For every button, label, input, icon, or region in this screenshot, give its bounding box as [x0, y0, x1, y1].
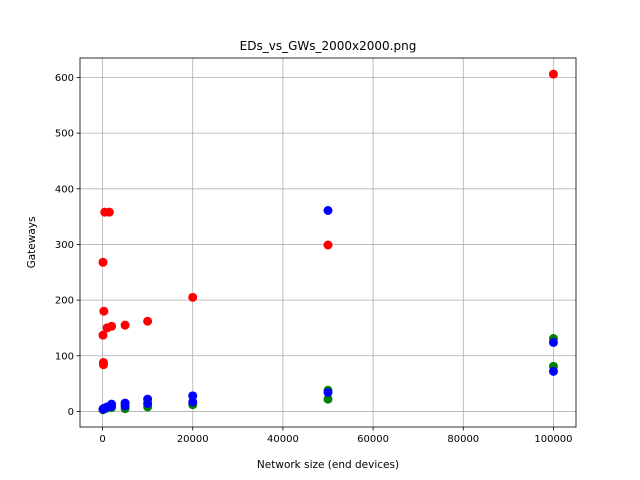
data-point-series-1	[143, 316, 153, 326]
y-axis-label: Gateways	[26, 217, 38, 269]
y-tick-label: 300	[55, 240, 74, 251]
data-point-series-1	[104, 207, 114, 217]
data-point-series-3	[143, 394, 153, 404]
x-tick-label: 0	[99, 434, 105, 445]
data-points	[98, 69, 558, 415]
data-point-series-3	[323, 387, 333, 397]
data-point-series-3	[120, 398, 130, 408]
data-point-series-1	[107, 321, 117, 331]
data-point-series-2	[323, 394, 333, 404]
y-tick-label: 100	[55, 351, 74, 362]
plot-frame	[79, 57, 577, 428]
y-tick-label: 500	[55, 129, 74, 140]
data-point-series-3	[107, 399, 117, 409]
data-point-series-1	[548, 69, 558, 79]
data-point-series-1	[120, 320, 130, 330]
y-tick-label: 200	[55, 296, 74, 307]
x-axis-label: Network size (end devices)	[257, 459, 399, 471]
x-tick-label: 100000	[534, 434, 572, 445]
y-axis-ticks: 0 100 200 300 400 500 600	[55, 73, 80, 418]
data-point-series-3	[548, 337, 558, 347]
y-tick-label: 0	[68, 407, 74, 418]
x-tick-label: 40000	[267, 434, 299, 445]
data-point-series-1	[99, 306, 109, 316]
data-point-series-1	[188, 292, 198, 302]
data-point-series-3	[548, 366, 558, 376]
x-axis-ticks: 0 20000 40000 60000 80000 100000	[99, 427, 573, 445]
y-tick-label: 600	[55, 73, 74, 84]
data-point-series-1	[98, 330, 108, 340]
data-point-series-3	[323, 205, 333, 215]
data-point-series-1	[98, 257, 108, 267]
x-tick-label: 80000	[447, 434, 479, 445]
chart-title: EDs_vs_GWs_2000x2000.png	[240, 39, 417, 53]
y-tick-label: 400	[55, 184, 74, 195]
data-point-series-1	[323, 240, 333, 250]
grid-lines	[80, 58, 576, 427]
data-point-series-3	[188, 391, 198, 401]
x-tick-label: 60000	[357, 434, 389, 445]
data-point-series-1	[98, 360, 108, 370]
x-tick-label: 20000	[177, 434, 209, 445]
